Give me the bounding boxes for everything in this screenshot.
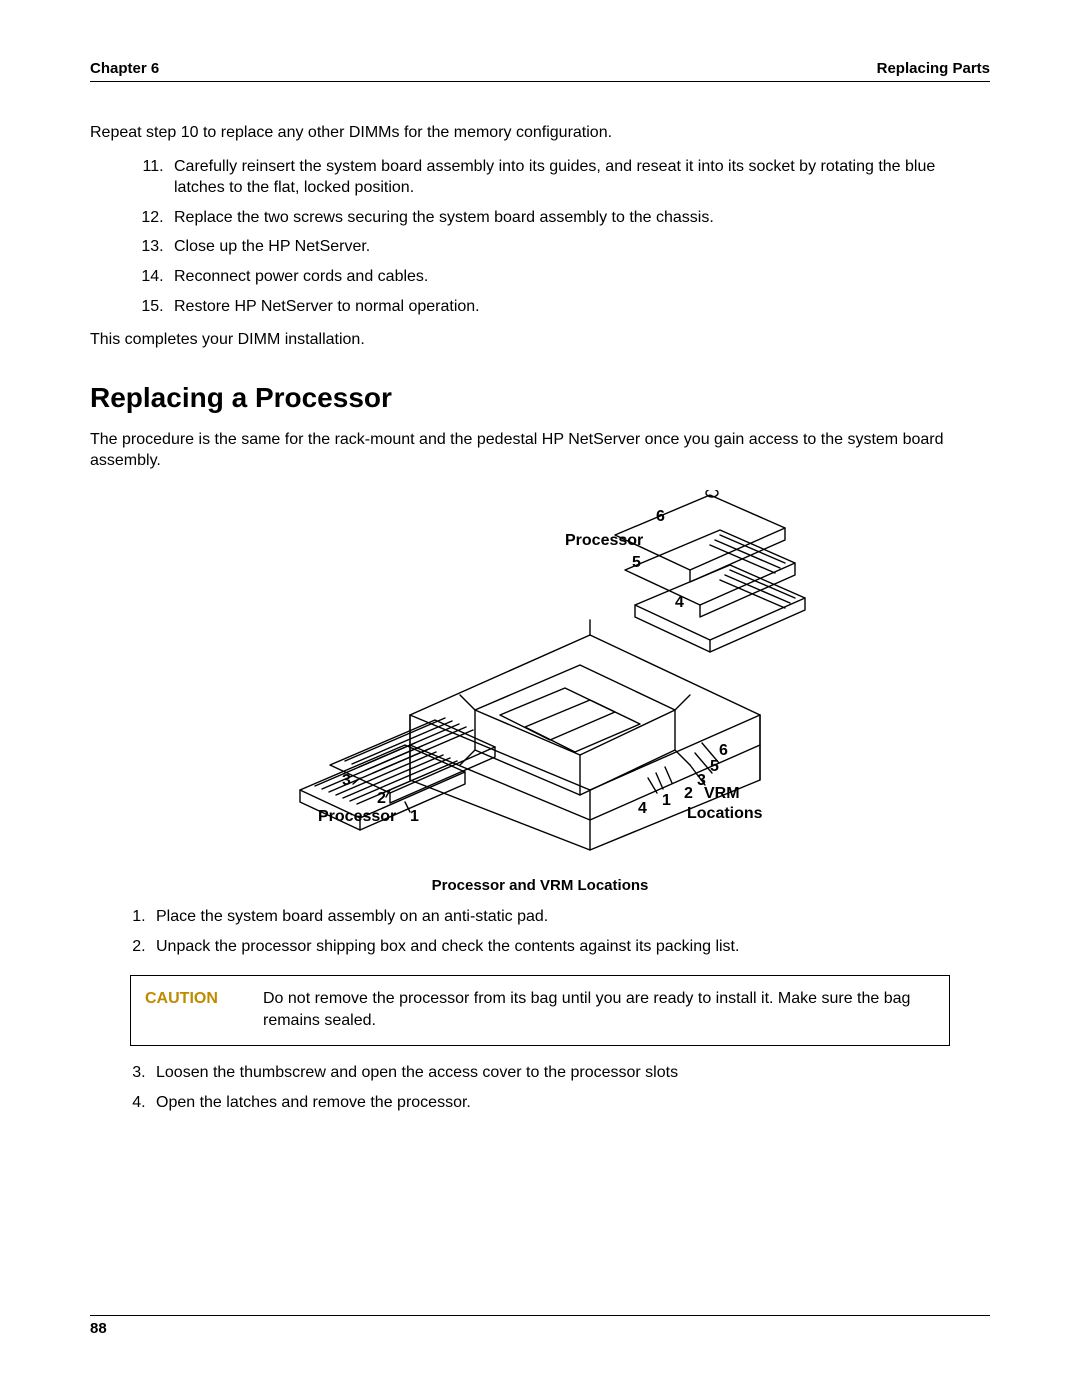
header-left: Chapter 6 [90,60,159,77]
fig-num-right-2: 2 [684,783,693,805]
fig-num-top-4: 4 [675,592,684,614]
step-12: Replace the two screws securing the syst… [168,207,990,229]
page-footer: 88 [90,1315,990,1337]
dimm-steps-list: Carefully reinsert the system board asse… [90,156,990,318]
proc-step-2: Unpack the processor shipping box and ch… [150,936,990,958]
intro-paragraph-1: Repeat step 10 to replace any other DIMM… [90,122,990,144]
fig-label-locations: Locations [687,803,763,825]
section-heading: Replacing a Processor [90,379,990,417]
caution-label: CAUTION [145,988,235,1031]
proc-steps-list-b: Loosen the thumbscrew and open the acces… [90,1062,990,1113]
step-14: Reconnect power cords and cables. [168,266,990,288]
fig-num-right-4: 4 [638,798,647,820]
caution-box: CAUTION Do not remove the processor from… [130,975,950,1046]
fig-num-right-5: 5 [710,756,719,778]
intro-paragraph-2: This completes your DIMM installation. [90,329,990,351]
step-13: Close up the HP NetServer. [168,236,990,258]
step-11: Carefully reinsert the system board asse… [168,156,990,199]
fig-label-processor-left: Processor [318,806,396,828]
proc-step-4: Open the latches and remove the processo… [150,1092,990,1114]
fig-num-top-5: 5 [632,552,641,574]
proc-step-1: Place the system board assembly on an an… [150,906,990,928]
fig-label-processor-top: Processor [565,530,643,552]
processor-vrm-figure: Processor 6 5 4 3 2 1 Processor 6 5 3 2 … [260,490,820,870]
page-number: 88 [90,1320,107,1337]
caution-text: Do not remove the processor from its bag… [263,988,935,1031]
fig-num-right-6: 6 [719,740,728,762]
page-content: Repeat step 10 to replace any other DIMM… [90,82,990,1114]
fig-num-top-6: 6 [656,506,665,528]
fig-num-left-3: 3 [342,770,351,792]
header-right: Replacing Parts [877,60,990,77]
step-15: Restore HP NetServer to normal operation… [168,296,990,318]
fig-num-left-1: 1 [410,806,419,828]
page-header: Chapter 6 Replacing Parts [90,60,990,82]
figure-caption: Processor and VRM Locations [90,876,990,896]
fig-num-right-1: 1 [662,790,671,812]
fig-label-vrm: VRM [704,783,740,805]
proc-steps-list-a: Place the system board assembly on an an… [90,906,990,957]
proc-step-3: Loosen the thumbscrew and open the acces… [150,1062,990,1084]
document-page: Chapter 6 Replacing Parts Repeat step 10… [0,0,1080,1397]
section-paragraph: The procedure is the same for the rack-m… [90,429,990,472]
